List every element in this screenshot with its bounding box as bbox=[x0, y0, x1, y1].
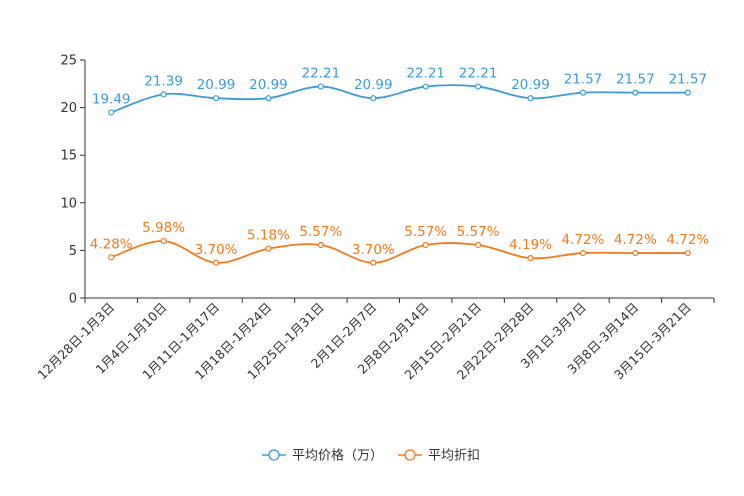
legend-marker-icon bbox=[404, 449, 416, 461]
data-point bbox=[370, 95, 377, 102]
legend-label: 平均折扣 bbox=[428, 449, 480, 464]
series-layer: 19.49 21.39 20.99 20.99 22.21 20.99 22.21 22.21… bbox=[90, 66, 709, 266]
data-label: 20.99 bbox=[511, 77, 550, 93]
data-label: 21.57 bbox=[616, 72, 655, 88]
data-label: 19.49 bbox=[92, 91, 131, 107]
data-point bbox=[265, 245, 272, 252]
data-label: 20.99 bbox=[197, 77, 236, 93]
legend-item: 平均价格（万） bbox=[262, 448, 383, 464]
data-point bbox=[160, 91, 167, 98]
data-label: 5.57% bbox=[457, 224, 500, 240]
data-label: 3.70% bbox=[352, 242, 395, 258]
data-label: 20.99 bbox=[354, 77, 393, 93]
data-point bbox=[527, 255, 534, 262]
data-point bbox=[684, 249, 691, 257]
data-label: 5.98% bbox=[142, 220, 185, 236]
data-label: 4.19% bbox=[509, 237, 552, 253]
data-label: 5.18% bbox=[247, 228, 290, 244]
legend-marker-icon bbox=[268, 449, 280, 461]
y-tick-label: 0 bbox=[69, 292, 77, 307]
data-point bbox=[684, 89, 691, 96]
series-line bbox=[110, 240, 688, 264]
data-point bbox=[265, 95, 272, 102]
legend-label: 平均价格（万） bbox=[292, 448, 383, 464]
data-label: 3.70% bbox=[195, 242, 238, 258]
data-point bbox=[160, 237, 167, 245]
data-point bbox=[212, 259, 220, 266]
data-label: 21.57 bbox=[564, 72, 603, 88]
data-point bbox=[579, 249, 587, 257]
data-point bbox=[317, 83, 324, 90]
data-label: 4.72% bbox=[666, 232, 709, 248]
data-point bbox=[475, 83, 482, 90]
data-label: 22.21 bbox=[302, 66, 341, 82]
data-point bbox=[527, 95, 534, 102]
y-tick-label: 25 bbox=[60, 54, 77, 69]
data-point bbox=[108, 109, 115, 116]
y-tick-label: 15 bbox=[60, 149, 77, 164]
legend: 平均价格（万） 平均折扣 bbox=[262, 448, 480, 464]
data-point bbox=[579, 89, 587, 96]
data-point bbox=[422, 83, 429, 90]
data-point bbox=[212, 95, 220, 102]
legend-item: 平均折扣 bbox=[398, 449, 480, 464]
y-tick-label: 10 bbox=[60, 196, 77, 211]
data-point bbox=[108, 254, 115, 261]
y-tick-label: 5 bbox=[69, 244, 77, 259]
data-point bbox=[370, 259, 377, 266]
data-point bbox=[475, 241, 482, 249]
data-point bbox=[317, 241, 324, 249]
series-avg-price: 19.49 21.39 20.99 20.99 22.21 20.99 22.21 22.21… bbox=[92, 66, 707, 116]
data-label: 5.57% bbox=[299, 224, 342, 240]
data-point bbox=[632, 249, 639, 257]
data-label: 5.57% bbox=[404, 224, 447, 240]
data-label: 22.21 bbox=[459, 66, 498, 82]
data-point bbox=[422, 241, 429, 249]
data-label: 22.21 bbox=[406, 66, 445, 82]
data-label: 4.72% bbox=[614, 232, 657, 248]
y-tick-label: 20 bbox=[60, 101, 77, 116]
data-label: 4.72% bbox=[562, 232, 605, 248]
series-avg-discount: 4.28% 5.98% 3.70% 5.18% 5.57% 3.70% 5.57% 5.57%… bbox=[90, 220, 709, 266]
data-label: 20.99 bbox=[249, 77, 288, 93]
data-label: 4.28% bbox=[90, 236, 133, 252]
series-line bbox=[110, 84, 688, 114]
data-point bbox=[632, 89, 639, 96]
data-label: 21.39 bbox=[144, 73, 183, 89]
data-label: 21.57 bbox=[668, 72, 707, 88]
